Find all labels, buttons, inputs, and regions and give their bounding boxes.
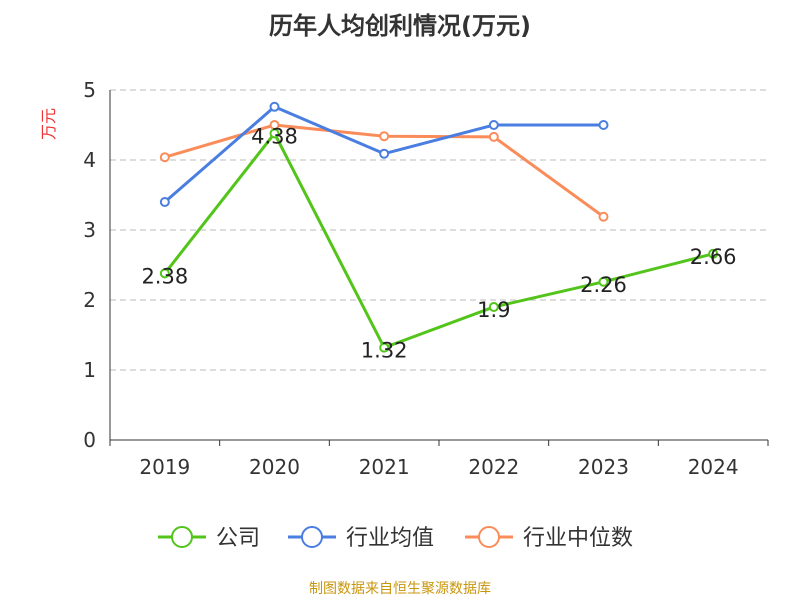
data-point [598,120,609,130]
data-point [598,211,609,222]
legend-item: 行业均值 [346,526,434,551]
y-tick-label: 0 [83,428,96,452]
y-axis-label: 万元 [39,108,58,140]
legend-marker-icon [301,526,323,548]
data-point [379,131,390,142]
x-tick-label: 2024 [688,455,739,479]
y-tick-label: 2 [83,288,96,312]
x-tick-label: 2019 [139,455,190,479]
chart-title: 历年人均创利情况(万元) [269,12,531,40]
data-point [488,120,499,130]
y-tick-label: 1 [83,358,96,382]
legend-marker-icon [171,526,193,548]
legend-item: 公司 [216,526,260,551]
data-label: 2.26 [580,273,627,297]
data-point [379,342,390,353]
data-label: 1.32 [361,339,408,363]
legend-marker-icon [478,526,500,548]
data-label: 1.9 [477,298,510,322]
data-label: 2.66 [690,245,737,269]
source-note: 制图数据来自恒生聚源数据库 [309,581,491,597]
data-point [159,197,170,207]
x-tick-label: 2022 [468,455,519,479]
y-tick-label: 3 [83,218,96,242]
x-tick-label: 2020 [249,455,300,479]
x-tick-label: 2021 [359,455,410,479]
data-point [159,268,170,279]
data-point [598,276,609,287]
data-point [488,131,499,142]
data-point [379,148,390,159]
y-tick-label: 4 [83,148,96,172]
y-tick-label: 5 [83,78,96,102]
data-point [159,152,170,163]
data-point [269,101,280,112]
data-label: 4.38 [251,124,298,148]
data-label: 2.38 [141,264,188,288]
series-line [163,130,714,350]
x-tick-label: 2023 [578,455,629,479]
legend-item: 行业中位数 [523,526,633,551]
data-point [708,248,719,259]
data-point [269,128,280,139]
data-point [488,302,499,312]
